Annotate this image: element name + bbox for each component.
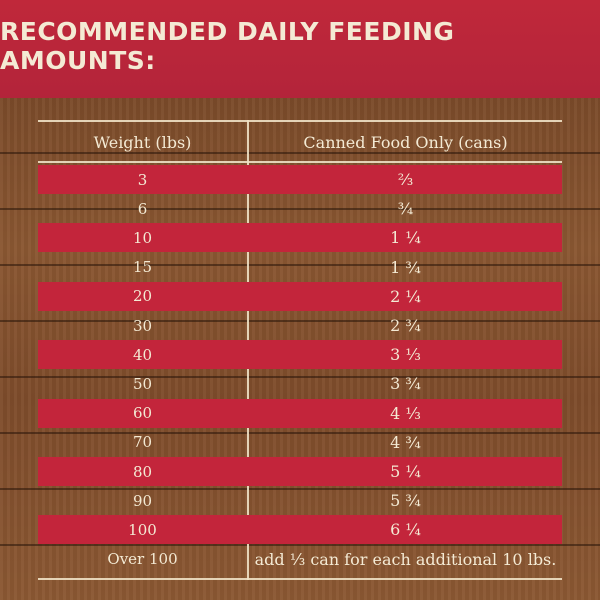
weight-cell: Over 100 xyxy=(107,550,178,569)
table-row: 80 5 ¼ xyxy=(38,457,562,486)
weight-cell: 100 xyxy=(128,520,157,539)
cans-cell: 4 ¾ xyxy=(390,432,421,452)
table-row: 10 1 ¼ xyxy=(38,223,562,253)
weight-cell: 90 xyxy=(132,491,153,510)
cans-cell: 2 ¾ xyxy=(390,316,421,335)
weight-cell: 70 xyxy=(132,433,153,452)
weight-cell: 30 xyxy=(132,316,153,335)
table-row: 70 4 ¾ xyxy=(38,428,562,457)
cans-cell: 5 ¾ xyxy=(390,491,421,511)
weight-cell: 40 xyxy=(132,345,153,364)
table-row: 20 2 ¼ xyxy=(38,281,562,311)
cans-cell: 3 ⅓ xyxy=(390,345,421,365)
weight-cell: 10 xyxy=(132,228,153,247)
weight-cell: 20 xyxy=(132,287,153,306)
weight-cell: 6 xyxy=(137,199,148,218)
table-row: 15 1 ¾ xyxy=(38,253,562,282)
table-row: 30 2 ¾ xyxy=(38,311,562,340)
cans-cell: 2 ¼ xyxy=(390,286,421,306)
column-header-cans: Canned Food Only (cans) xyxy=(303,132,508,152)
table-row: 90 5 ¾ xyxy=(38,486,562,515)
table-row: Over 100 add ⅓ can for each additional 10… xyxy=(38,545,562,574)
header-rule xyxy=(38,161,562,163)
weight-cell: 60 xyxy=(132,404,153,423)
table-bottom-rule xyxy=(38,578,562,580)
cans-cell: 1 ¼ xyxy=(390,228,421,248)
cans-cell: 1 ¾ xyxy=(390,257,421,277)
cans-cell: 4 ⅓ xyxy=(390,403,421,423)
cans-cell: 3 ¾ xyxy=(390,374,421,394)
cans-cell: 5 ¼ xyxy=(390,462,421,481)
page-title: RECOMMENDED DAILY FEEDING AMOUNTS: xyxy=(0,17,455,75)
table-row: 50 3 ¾ xyxy=(38,369,562,398)
weight-cell: 3 xyxy=(137,170,148,189)
weight-cell: 50 xyxy=(132,374,153,393)
weight-cell: 80 xyxy=(132,462,153,481)
cans-cell: add ⅓ can for each additional 10 lbs. xyxy=(254,549,557,569)
table-row: 60 4 ⅓ xyxy=(38,398,562,428)
weight-cell: 15 xyxy=(132,258,153,277)
title-banner: RECOMMENDED DAILY FEEDING AMOUNTS: xyxy=(0,0,600,98)
table-row: 40 3 ⅓ xyxy=(38,340,562,370)
column-header-weight: Weight (lbs) xyxy=(93,132,192,152)
cans-cell: ¾ xyxy=(397,199,414,219)
table-row: 100 6 ¼ xyxy=(38,515,562,545)
cans-cell: ⅔ xyxy=(397,170,414,189)
cans-cell: 6 ¼ xyxy=(390,520,421,540)
table-top-rule xyxy=(38,120,562,122)
